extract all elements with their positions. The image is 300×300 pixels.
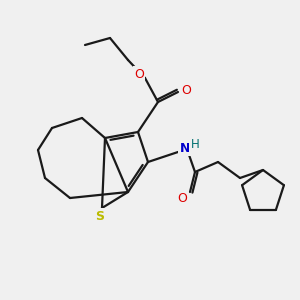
Text: N: N — [180, 142, 190, 154]
Text: S: S — [95, 209, 104, 223]
Text: O: O — [181, 83, 191, 97]
Text: H: H — [190, 137, 200, 151]
Text: O: O — [177, 191, 187, 205]
Text: O: O — [134, 68, 144, 80]
